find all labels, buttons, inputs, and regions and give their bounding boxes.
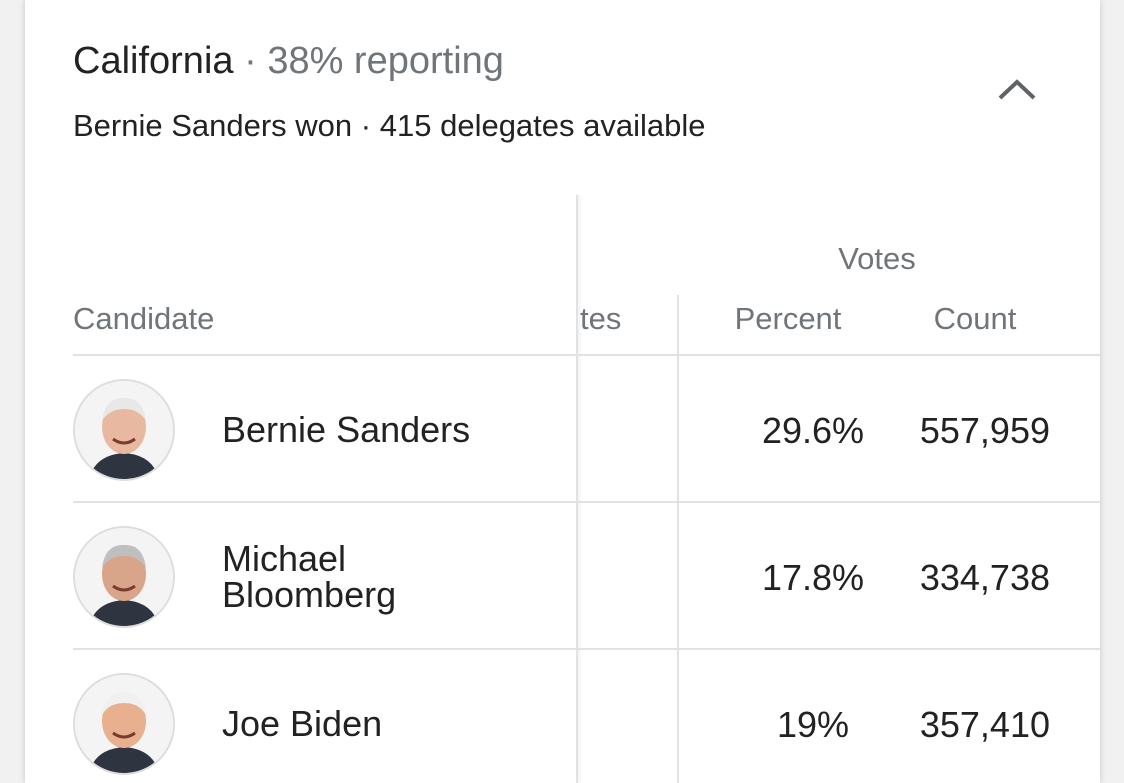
percent: 17.8% <box>761 557 865 598</box>
column-header: Percent <box>734 301 842 336</box>
portrait <box>75 381 173 479</box>
candidate-photo <box>73 526 175 628</box>
column-header: Candidate <box>73 301 215 336</box>
vote-count: 557,959 <box>919 410 1050 451</box>
vote-count: 334,738 <box>919 557 1050 598</box>
separator: · <box>244 40 257 82</box>
percent: 29.6% <box>761 410 865 451</box>
card-subtitle: Bernie Sanders won · 415 delegates avail… <box>73 108 706 144</box>
column-header: tes <box>580 301 622 336</box>
row-divider <box>73 648 1100 650</box>
portrait <box>75 675 173 773</box>
portrait <box>75 528 173 626</box>
collapse-toggle[interactable] <box>995 76 1039 104</box>
separator: · <box>360 108 372 143</box>
results-card: California · 38% reporting Bernie Sander… <box>25 0 1100 783</box>
column-divider <box>677 295 679 783</box>
candidate-name: Joe Biden <box>222 703 383 744</box>
column-header: Count <box>933 301 1017 336</box>
frozen-column-divider <box>576 195 578 783</box>
card-title: California · 38% reporting <box>73 40 504 83</box>
candidate-name: Bernie Sanders <box>222 409 471 450</box>
percent: 19% <box>776 704 850 745</box>
state: California <box>73 40 234 82</box>
reporting: 38% reporting <box>267 40 504 82</box>
delegates: 415 delegates available <box>379 108 706 143</box>
row-divider <box>73 354 1100 356</box>
candidate-name: Michael Bloomberg <box>222 538 397 615</box>
group-header: Votes <box>838 241 916 276</box>
row-divider <box>73 501 1100 503</box>
winner: Bernie Sanders won <box>73 108 353 143</box>
vote-count: 357,410 <box>919 704 1050 745</box>
candidate-photo <box>73 379 175 481</box>
candidate-photo <box>73 673 175 775</box>
